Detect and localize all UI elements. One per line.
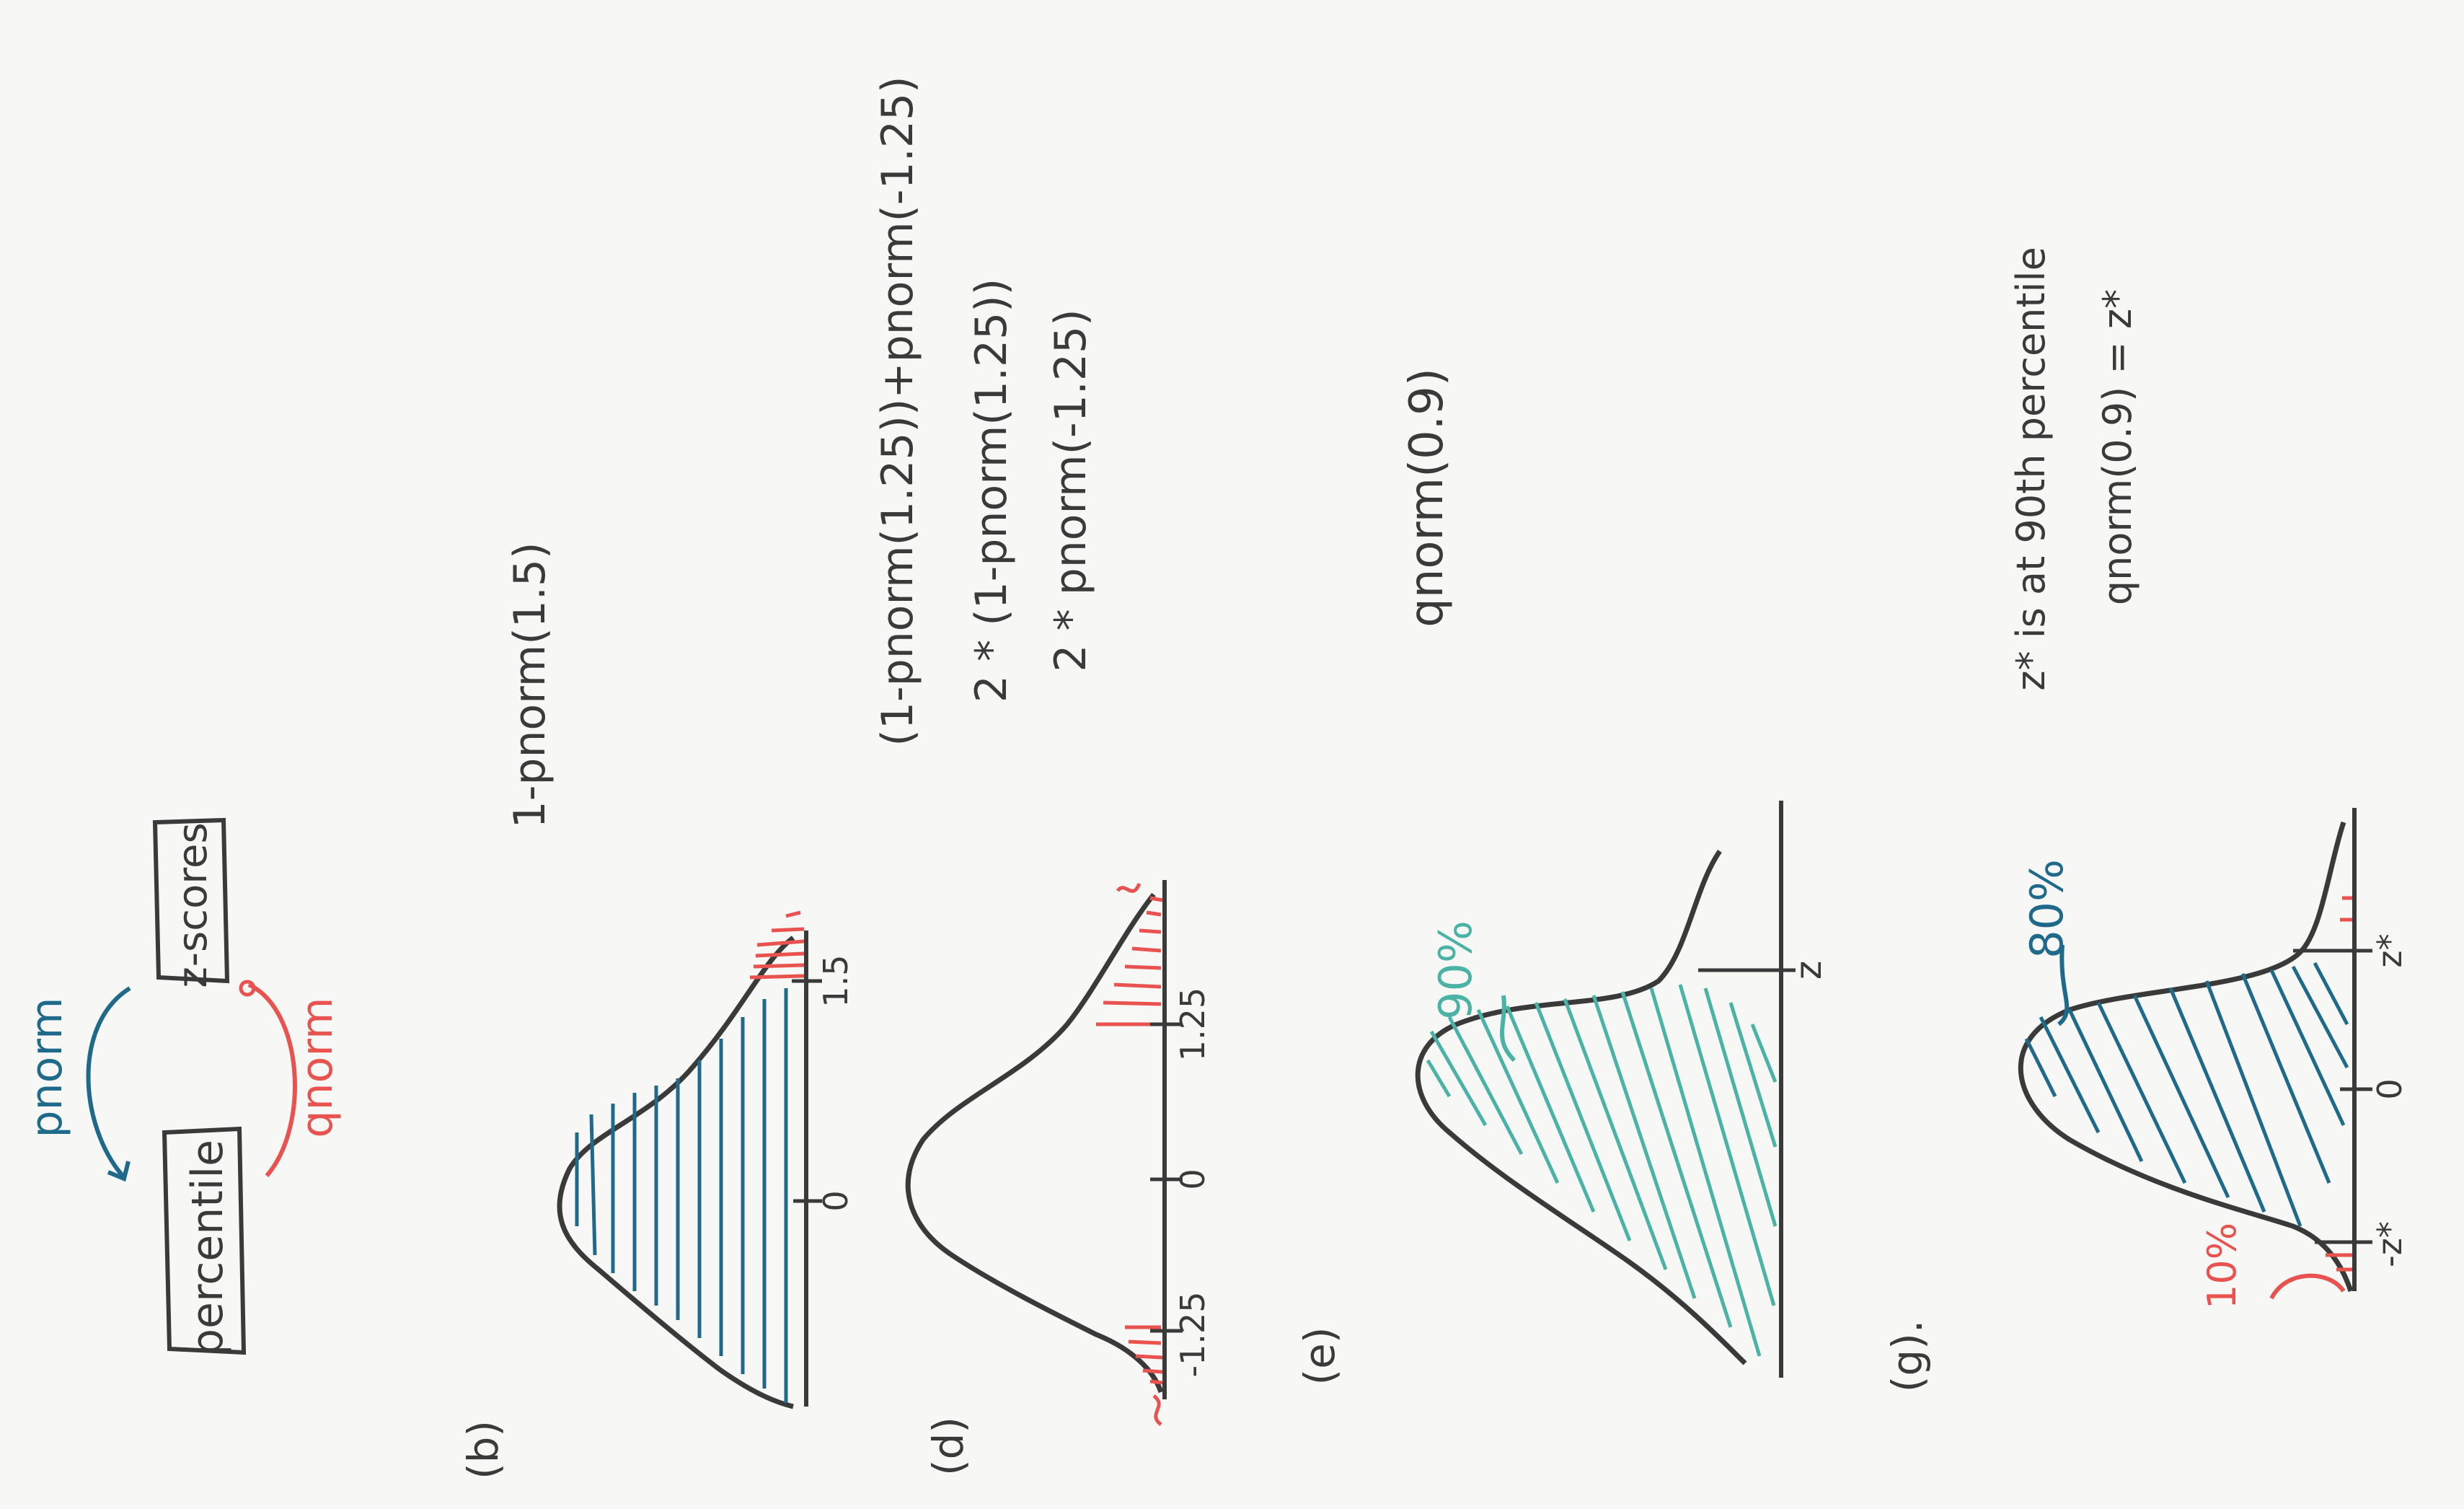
part-d-tick-label-pos: 1.25 xyxy=(1173,987,1212,1061)
part-d-label: (d) xyxy=(924,1417,973,1476)
part-d-expression-3: 2 * pnorm(-1.25) xyxy=(1046,309,1096,672)
part-e-percent-label: 90% xyxy=(1429,920,1482,1020)
part-d-red-right-tail xyxy=(1096,898,1162,1024)
part-g-tail-bracket-icon xyxy=(2271,1276,2344,1298)
part-d-tick-label-neg: -1.25 xyxy=(1173,1291,1212,1377)
percentile-label: percentile xyxy=(182,1140,233,1356)
pnorm-arrow xyxy=(89,988,131,1176)
part-g: (g). z* is at 90th percentile qnorm(0.9)… xyxy=(1883,247,2409,1392)
zscores-box: z-scores xyxy=(155,820,227,988)
part-e-label: (e) xyxy=(1295,1327,1344,1386)
part-d: (d) (1-pnorm(1.25))+pnorm(-1.25) 2 * (1-… xyxy=(873,76,1212,1476)
part-b-label: (b) xyxy=(459,1420,508,1479)
part-e-pointer-icon xyxy=(1502,995,1514,1060)
part-g-tick-label-neg: -z* xyxy=(2370,1221,2409,1267)
part-d-expression-1: (1-pnorm(1.25))+pnorm(-1.25) xyxy=(873,76,923,746)
part-d-tick-label-zero: 0 xyxy=(1173,1169,1212,1189)
part-b-expression: 1-pnorm(1.5) xyxy=(505,542,555,829)
part-b-tick-label-0: 0 xyxy=(816,1190,855,1211)
qnorm-arrow xyxy=(249,985,295,1176)
part-d-red-left-squiggle-icon xyxy=(1154,1396,1161,1425)
part-g-note-line-2: qnorm(0.9) = z* xyxy=(2095,289,2140,605)
qnorm-label: qnorm xyxy=(292,998,343,1138)
part-b: (b) 1-pnorm(1.5) xyxy=(459,542,855,1480)
pnorm-label: pnorm xyxy=(22,998,72,1138)
part-g-percent-label: 80% xyxy=(2021,859,2073,959)
part-g-tail-label: 10% xyxy=(2199,1223,2245,1309)
percentile-zscore-diagram: percentile z-scores pnorm qnorm xyxy=(22,820,343,1356)
zscores-label: z-scores xyxy=(169,822,216,987)
part-b-red-shading xyxy=(750,929,804,977)
part-d-red-right-squiggle-icon xyxy=(1118,884,1139,891)
part-d-bell-curve xyxy=(908,894,1161,1392)
part-g-red-tails xyxy=(2326,898,2352,1270)
part-g-note-line-1: z* is at 90th percentile xyxy=(2008,247,2054,691)
part-g-tick-label-pos: z* xyxy=(2370,933,2409,967)
part-e-teal-shading xyxy=(1428,985,1775,1356)
part-g-blue-shading xyxy=(2026,963,2347,1226)
part-b-red-tail-icon xyxy=(786,912,800,916)
part-d-expression-2: 2 * (1-pnorm(1.25)) xyxy=(966,278,1017,703)
part-e-tick-label-z: z xyxy=(1788,961,1829,980)
part-e: (e) qnorm(0.9) 90% xyxy=(1295,368,1829,1385)
part-g-tick-label-zero: 0 xyxy=(2370,1078,2409,1099)
part-g-label: (g). xyxy=(1883,1320,1932,1393)
percentile-box: percentile xyxy=(164,1129,244,1356)
part-b-tick-label-1-5: 1.5 xyxy=(816,954,855,1007)
part-e-expression: qnorm(0.9) xyxy=(1400,368,1454,628)
